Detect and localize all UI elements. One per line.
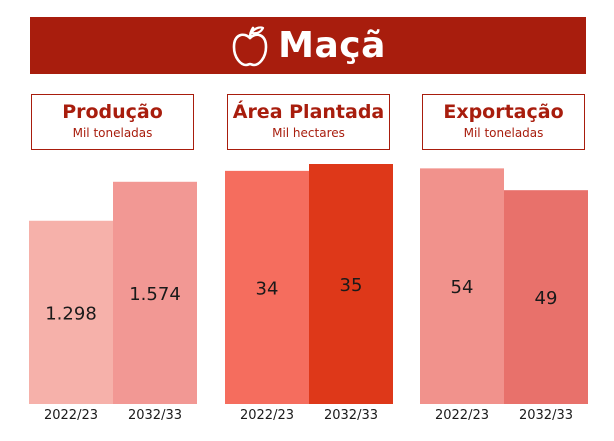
chart-panel-exportacao: Exportação Mil toneladas 54 49 2022/23 20… [420, 92, 590, 423]
page-title: Maçã [278, 25, 386, 66]
x-tick-label: 2032/33 [127, 408, 182, 423]
bar-2022-23 [420, 168, 504, 404]
chart-header: Área Plantada Mil hectares [227, 94, 390, 150]
x-tick-label: 2032/33 [518, 408, 573, 423]
data-label: 54 [451, 277, 474, 298]
chart-unit: Mil hectares [272, 126, 345, 140]
chart-unit: Mil toneladas [72, 126, 153, 140]
chart-panel-area-plantada: Área Plantada Mil hectares 34 35 2022/23 … [225, 92, 395, 423]
bar-area: 1.298 1.574 [29, 181, 197, 404]
bar-2032-33 [113, 181, 197, 404]
data-label: 49 [535, 288, 558, 309]
x-tick-label: 2022/23 [43, 408, 98, 423]
data-label: 1.574 [129, 284, 181, 305]
bar-2032-33 [504, 190, 588, 404]
bar-2022-23 [225, 170, 309, 404]
chart-title: Exportação [443, 101, 564, 123]
bar-area: 54 49 [420, 168, 588, 404]
bar-area: 34 35 [225, 164, 393, 404]
x-tick-label: 2022/23 [434, 408, 489, 423]
chart-header: Exportação Mil toneladas [422, 94, 585, 150]
chart-unit: Mil toneladas [463, 126, 544, 140]
bar-2032-33 [309, 164, 393, 404]
bar-2022-23 [29, 220, 113, 404]
data-label: 34 [256, 278, 279, 299]
title-banner: Maçã [30, 17, 586, 74]
x-tick-label: 2022/23 [239, 408, 294, 423]
x-tick-label: 2032/33 [323, 408, 378, 423]
data-label: 1.298 [45, 303, 97, 324]
chart-title: Área Plantada [232, 101, 385, 123]
chart-panel-producao: Produção Mil toneladas 1.298 1.574 2022/2… [29, 92, 199, 423]
chart-header: Produção Mil toneladas [31, 94, 194, 150]
apple-icon [232, 25, 268, 66]
chart-title: Produção [62, 101, 163, 123]
data-label: 35 [340, 275, 363, 296]
